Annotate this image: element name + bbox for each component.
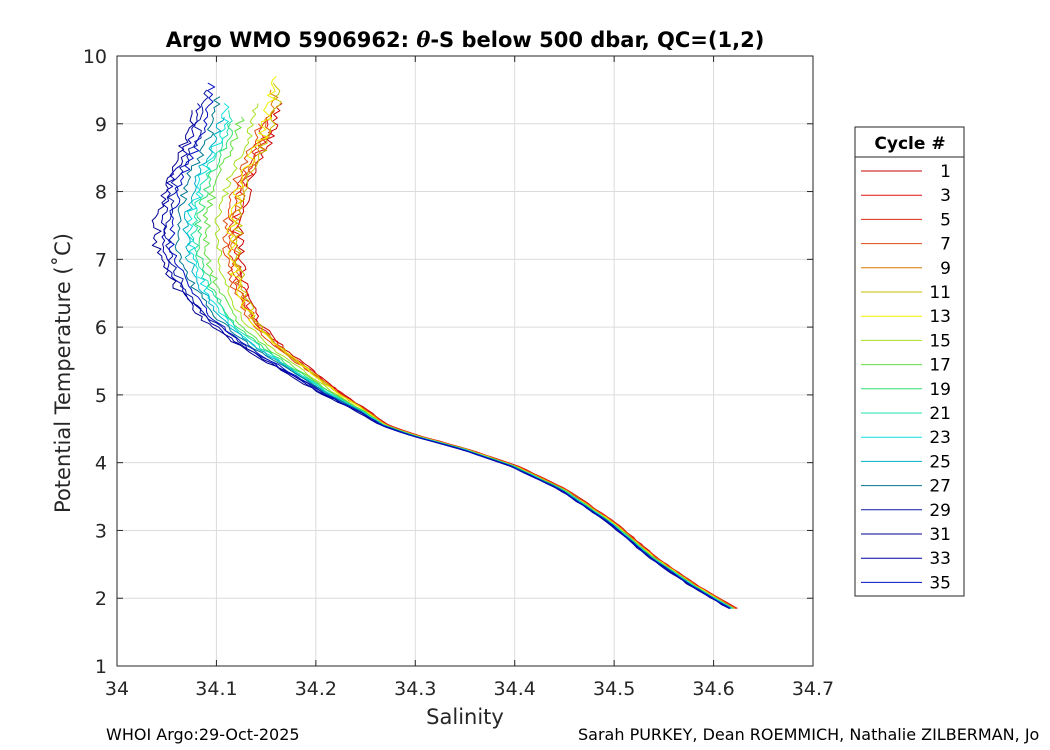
cycle-curve-23 xyxy=(186,103,733,609)
legend-label-21: 21 xyxy=(929,404,951,424)
legend-label-5: 5 xyxy=(940,210,951,230)
legend-label-19: 19 xyxy=(929,380,951,400)
y-tick-label: 8 xyxy=(95,182,107,204)
legend-title: Cycle # xyxy=(874,134,945,154)
cycle-curve-13 xyxy=(226,75,734,609)
x-tick-label: 34.2 xyxy=(295,678,337,700)
y-tick-label: 6 xyxy=(95,317,107,339)
y-axis-label: Potential Temperature (˚C) xyxy=(51,233,75,513)
legend-label-17: 17 xyxy=(929,356,951,376)
legend-label-1: 1 xyxy=(940,162,951,182)
x-tick-label: 34.3 xyxy=(394,678,436,700)
footer-credit-left: WHOI Argo:29-Oct-2025 xyxy=(106,725,300,744)
x-tick-label: 34.6 xyxy=(692,678,734,700)
y-tick-label: 5 xyxy=(95,385,107,407)
legend-label-29: 29 xyxy=(929,501,951,521)
grid-lines xyxy=(117,56,813,666)
legend-label-3: 3 xyxy=(940,186,951,206)
legend-label-33: 33 xyxy=(929,549,951,569)
cycle-curve-35 xyxy=(167,82,731,609)
y-tick-label: 10 xyxy=(83,46,107,68)
x-tick-label: 34.1 xyxy=(195,678,237,700)
axis-ticks: 34 34.1 34.2 34.3 34.4 34.5 34.6 34.71234567891… xyxy=(83,46,834,700)
legend-label-11: 11 xyxy=(929,283,951,303)
legend-label-13: 13 xyxy=(929,307,951,327)
y-tick-label: 9 xyxy=(95,114,107,136)
y-tick-label: 7 xyxy=(95,249,107,271)
x-tick-label: 34.7 xyxy=(792,678,834,700)
y-tick-label: 1 xyxy=(95,656,107,678)
legend-label-9: 9 xyxy=(940,259,951,279)
x-tick-label: 34.4 xyxy=(494,678,536,700)
legend-label-31: 31 xyxy=(929,525,951,545)
x-tick-label: 34 xyxy=(105,678,129,700)
legend-label-25: 25 xyxy=(929,452,951,472)
legend-label-35: 35 xyxy=(929,573,951,593)
x-tick-label: 34.5 xyxy=(593,678,635,700)
legend-label-7: 7 xyxy=(940,235,951,255)
legend-label-27: 27 xyxy=(929,477,951,497)
chart-title: Argo WMO 5906962: θ-S below 500 dbar, QC… xyxy=(166,27,765,52)
y-tick-label: 3 xyxy=(95,520,107,542)
legend-label-23: 23 xyxy=(929,428,951,448)
legend-label-15: 15 xyxy=(929,331,951,351)
cycle-curve-31 xyxy=(151,110,730,609)
y-tick-label: 2 xyxy=(95,588,107,610)
x-axis-label: Salinity xyxy=(426,705,504,729)
footer-credit-right: Sarah PURKEY, Dean ROEMMICH, Nathalie ZI… xyxy=(578,725,1040,744)
data-curves xyxy=(151,75,738,609)
axes-box xyxy=(116,55,814,667)
legend-box xyxy=(854,126,965,597)
y-tick-label: 4 xyxy=(95,453,107,475)
